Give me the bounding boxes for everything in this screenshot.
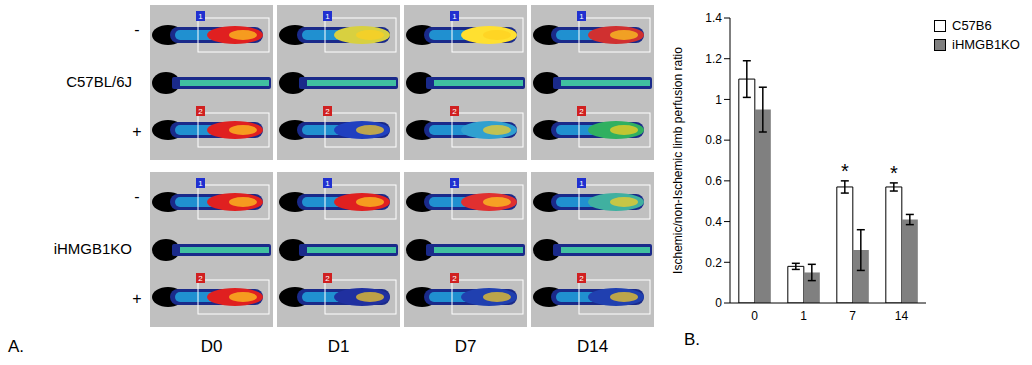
- svg-text:1: 1: [198, 179, 203, 188]
- svg-text:1: 1: [325, 12, 330, 21]
- svg-text:14: 14: [895, 309, 909, 323]
- svg-text:0.4: 0.4: [705, 215, 722, 229]
- svg-text:D1: D1: [328, 337, 350, 356]
- html-text:B.: B.: [684, 330, 701, 349]
- svg-text:1: 1: [579, 12, 584, 21]
- svg-text:+: +: [132, 290, 141, 307]
- svg-text:-: -: [134, 21, 139, 38]
- svg-text:2: 2: [452, 107, 457, 116]
- svg-text:1.4: 1.4: [705, 11, 722, 25]
- svg-text:1: 1: [198, 12, 203, 21]
- svg-text:2: 2: [325, 274, 330, 283]
- svg-text:iHMGB1KO: iHMGB1KO: [54, 240, 132, 257]
- svg-text:0: 0: [715, 296, 722, 310]
- svg-text:1: 1: [715, 93, 722, 107]
- svg-text:2: 2: [198, 274, 203, 283]
- html-text:iHMGB1KO: iHMGB1KO: [952, 37, 1020, 52]
- svg-text:0.6: 0.6: [705, 174, 722, 188]
- svg-text:1: 1: [452, 12, 457, 21]
- svg-text:2: 2: [325, 107, 330, 116]
- svg-text:D14: D14: [577, 337, 608, 356]
- svg-text:0.2: 0.2: [705, 256, 722, 270]
- svg-text:C57BL/6J: C57BL/6J: [66, 73, 132, 90]
- svg-text:1: 1: [452, 179, 457, 188]
- svg-text:-: -: [134, 188, 139, 205]
- svg-text:1: 1: [579, 179, 584, 188]
- svg-text:2: 2: [198, 107, 203, 116]
- svg-text:2: 2: [579, 107, 584, 116]
- svg-text:2: 2: [452, 274, 457, 283]
- svg-text:*: *: [890, 162, 898, 184]
- svg-text:0.8: 0.8: [705, 133, 722, 147]
- svg-text:Ischemic/non-Ischemic limb per: Ischemic/non-Ischemic limb perfusion rat…: [671, 47, 685, 274]
- svg-text:1: 1: [800, 309, 807, 323]
- svg-text:A.: A.: [8, 337, 24, 356]
- svg-text:7: 7: [849, 309, 856, 323]
- svg-text:1: 1: [325, 179, 330, 188]
- svg-text:D0: D0: [201, 337, 223, 356]
- svg-text:D7: D7: [455, 337, 477, 356]
- svg-text:1.2: 1.2: [705, 52, 722, 66]
- svg-text:+: +: [132, 123, 141, 140]
- svg-text:*: *: [841, 160, 849, 182]
- svg-text:2: 2: [579, 274, 584, 283]
- html-text:C57B6: C57B6: [952, 18, 992, 33]
- svg-text:0: 0: [751, 309, 758, 323]
